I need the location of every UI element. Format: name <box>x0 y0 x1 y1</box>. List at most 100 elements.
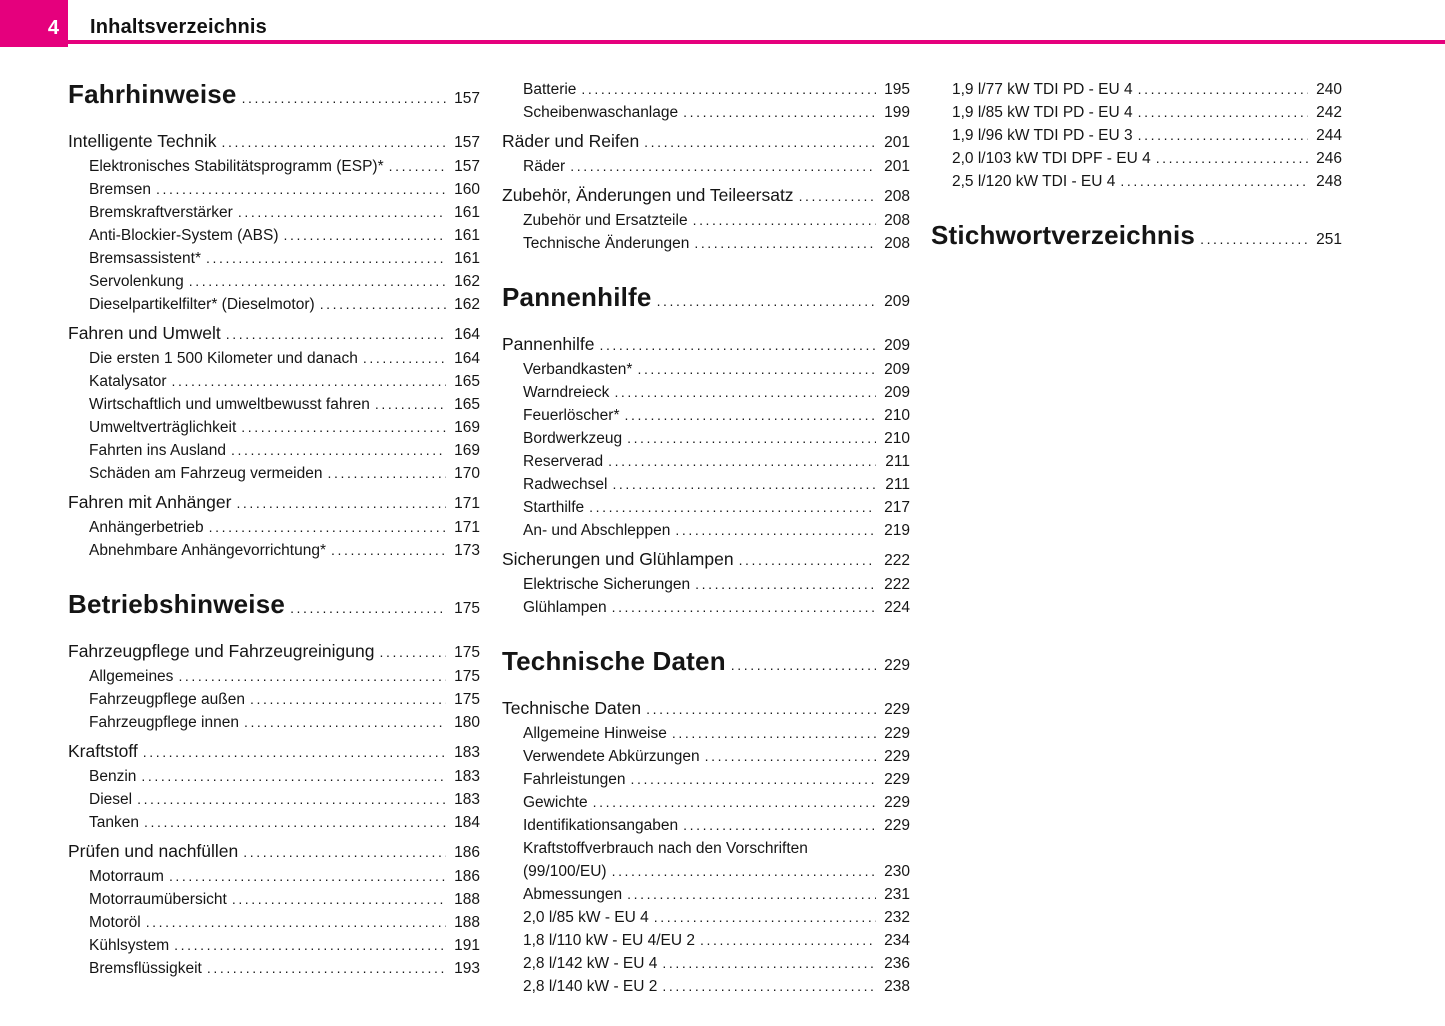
toc-entry-page: 157 <box>454 90 480 107</box>
toc-entry: Glühlampen..............................… <box>502 596 910 619</box>
toc-entry-label: Motoröl <box>89 914 141 931</box>
dotted-leader: ........................................… <box>174 937 446 953</box>
toc-entry-label: Verwendete Abkürzungen <box>523 748 700 765</box>
toc-entry-page: 173 <box>454 542 480 559</box>
dotted-leader: ........................................… <box>330 542 446 558</box>
dotted-leader: ........................................… <box>662 955 876 971</box>
toc-entry-page: 175 <box>454 600 480 617</box>
toc-entry-label: 1,9 l/96 kW TDI PD - EU 3 <box>952 127 1133 144</box>
toc-entry-label: Elektrische Sicherungen <box>523 576 691 593</box>
toc-entry-page: 229 <box>884 817 910 834</box>
toc-entry-label: Fahrzeugpflege außen <box>89 691 245 708</box>
toc-entry: Technische Daten........................… <box>502 696 910 722</box>
toc-entry-label: 2,0 l/103 kW TDI DPF - EU 4 <box>952 150 1151 167</box>
toc-entry: Fahrten ins Ausland.....................… <box>68 439 480 462</box>
dotted-leader: ........................................… <box>290 600 446 616</box>
dotted-leader: ........................................… <box>221 134 446 150</box>
toc-entry-label: Stichwortverzeichnis <box>931 220 1196 250</box>
toc-entry-label: Fahren und Umwelt <box>68 323 221 343</box>
toc-entry: Identifikationsangaben..................… <box>502 814 910 837</box>
dotted-leader: ........................................… <box>1137 104 1308 120</box>
dotted-leader: ........................................… <box>675 522 876 538</box>
toc-entry-label: Intelligente Technik <box>68 131 217 151</box>
toc-entry: Technische Änderungen...................… <box>502 232 910 255</box>
toc-entry-label: Räder <box>523 158 566 175</box>
toc-entry-label: Allgemeines <box>89 668 174 685</box>
toc-entry-label: Bremsflüssigkeit <box>89 960 202 977</box>
dotted-leader: ........................................… <box>694 235 876 251</box>
dotted-leader: ........................................… <box>237 204 446 220</box>
toc-entry-page: 175 <box>454 668 480 685</box>
toc-entry: Pannenhilfe.............................… <box>502 332 910 358</box>
toc-entry-label: Kühlsystem <box>89 937 170 954</box>
toc-entry-label: Sicherungen und Glühlampen <box>502 549 734 569</box>
dotted-leader: ........................................… <box>700 932 876 948</box>
toc-entry-label: Abnehmbare Anhängevorrichtung* <box>89 542 326 559</box>
dotted-leader: ........................................… <box>798 188 876 204</box>
toc-entry-label: Fahrten ins Ausland <box>89 442 227 459</box>
toc-entry-label: 1,8 l/110 kW - EU 4/EU 2 <box>523 932 695 949</box>
toc-entry: Kühlsystem..............................… <box>68 934 480 957</box>
toc-entry-label: Räder und Reifen <box>502 131 640 151</box>
toc-entry-page: 240 <box>1316 81 1342 98</box>
toc-entry-page: 229 <box>884 794 910 811</box>
toc-entry-page: 210 <box>884 407 910 424</box>
toc-entry-page: 209 <box>884 361 910 378</box>
toc-entry-page: 222 <box>884 552 910 569</box>
toc-entry: Räder und Reifen........................… <box>502 129 910 155</box>
toc-entry: Bordwerkzeug............................… <box>502 427 910 450</box>
toc-entry-page: 171 <box>454 519 480 536</box>
toc-entry: Zubehör und Ersatzteile.................… <box>502 209 910 232</box>
toc-entry-page: 217 <box>884 499 910 516</box>
toc-entry-label: Zubehör und Ersatzteile <box>523 212 688 229</box>
page-number-tab: 4 <box>0 0 68 47</box>
dotted-leader: ........................................… <box>243 844 446 860</box>
toc-entry: Servolenkung............................… <box>68 270 480 293</box>
toc-entry: Abnehmbare Anhängevorrichtung*..........… <box>68 539 480 562</box>
toc-entry-label: Fahrzeugpflege und Fahrzeugreinigung <box>68 641 375 661</box>
toc-entry: Wirtschaftlich und umweltbewusst fahren.… <box>68 393 480 416</box>
toc-entry: Intelligente Technik....................… <box>68 129 480 155</box>
toc-entry-page: 219 <box>884 522 910 539</box>
toc-entry-label: 1,9 l/85 kW TDI PD - EU 4 <box>952 104 1133 121</box>
toc-entry: (99/100/EU).............................… <box>502 860 910 883</box>
toc-entry-label: Identifikationsangaben <box>523 817 679 834</box>
toc-entry-label: Technische Daten <box>502 646 726 676</box>
toc-entry: An- und Abschleppen.....................… <box>502 519 910 542</box>
toc-entry: Allgemeine Hinweise.....................… <box>502 722 910 745</box>
toc-entry-label: 2,5 l/120 kW TDI - EU 4 <box>952 173 1116 190</box>
toc-entry: Technische Daten........................… <box>502 645 910 682</box>
toc-entry: Bremsen.................................… <box>68 178 480 201</box>
toc-entry-label: Kraftstoffverbrauch nach den Vorschrifte… <box>523 840 808 857</box>
toc-entry: 2,8 l/140 kW - EU 2.....................… <box>502 975 910 998</box>
toc-entry: Benzin..................................… <box>68 765 480 788</box>
toc-entry-label: Warndreieck <box>523 384 610 401</box>
toc-entry: Radwechsel..............................… <box>502 473 910 496</box>
dotted-leader: ........................................… <box>644 134 876 150</box>
page-number: 4 <box>47 17 59 39</box>
toc-entry-label: Scheibenwaschanlage <box>523 104 679 121</box>
toc-entry-label: Kraftstoff <box>68 741 138 761</box>
toc-entry-page: 238 <box>884 978 910 995</box>
toc-entry-page: 161 <box>454 250 480 267</box>
toc-column-2: Batterie................................… <box>502 78 910 998</box>
dotted-leader: ........................................… <box>612 476 876 492</box>
toc-entry: Fahrzeugpflege und Fahrzeugreinigung....… <box>68 639 480 665</box>
toc-entry: 1,8 l/110 kW - EU 4/EU 2................… <box>502 929 910 952</box>
toc-entry: Tanken..................................… <box>68 811 480 834</box>
toc-entry-page: 183 <box>454 744 480 761</box>
toc-entry-page: 208 <box>884 212 910 229</box>
toc-entry: 2,0 l/85 kW - EU 4......................… <box>502 906 910 929</box>
toc-entry: Anhängerbetrieb.........................… <box>68 516 480 539</box>
toc-entry-page: 184 <box>454 814 480 831</box>
toc-entry-page: 180 <box>454 714 480 731</box>
toc-entry-label: Elektronisches Stabilitätsprogramm (ESP)… <box>89 158 384 175</box>
toc-entry-label: Bremsen <box>89 181 152 198</box>
toc-entry: Fahren und Umwelt.......................… <box>68 321 480 347</box>
toc-entry: Stichwortverzeichnis....................… <box>931 219 1342 256</box>
toc-entry-label: Gewichte <box>523 794 588 811</box>
toc-entry-label: Technische Daten <box>502 698 642 718</box>
toc-entry-page: 208 <box>884 235 910 252</box>
dotted-leader: ........................................… <box>188 273 446 289</box>
